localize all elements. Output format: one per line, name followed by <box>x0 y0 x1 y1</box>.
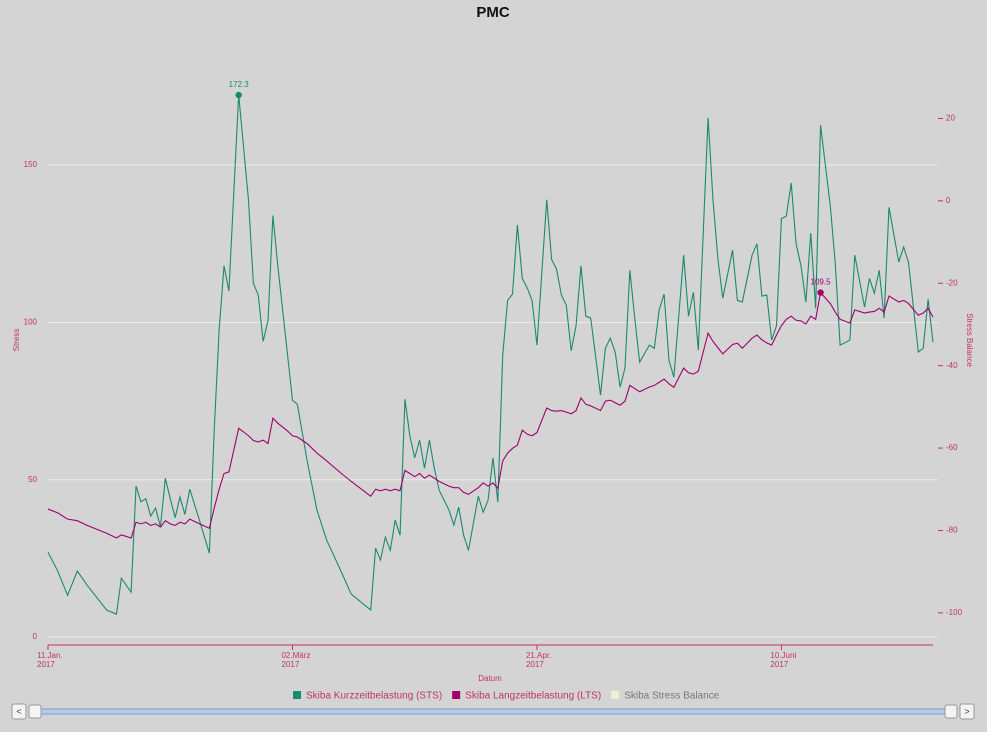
y2-tick-label: 0 <box>946 196 951 205</box>
y2-tick-label: -40 <box>946 361 958 370</box>
y2-tick-label: -60 <box>946 443 958 452</box>
legend-label[interactable]: Skiba Stress Balance <box>624 691 719 702</box>
left-handle[interactable] <box>28 704 42 719</box>
max-label: 172.3 <box>229 80 250 89</box>
y-tick-label: 100 <box>24 318 38 327</box>
scroll-track[interactable] <box>29 708 957 715</box>
max-label: 109.5 <box>811 278 832 287</box>
x-tick-label: 21.Apr. 2017 <box>526 651 551 669</box>
legend-swatch <box>452 691 461 699</box>
next-label: > <box>964 706 969 716</box>
y-axis-title: Stress <box>12 329 21 352</box>
max-marker <box>235 91 242 99</box>
y-tick-label: 0 <box>33 632 38 641</box>
prev-label: < <box>16 706 21 716</box>
x-axis-title: Datum <box>478 674 502 683</box>
series-line <box>47 94 934 615</box>
legend: Skiba Kurzzeitbelastung (STS) Skiba Langz… <box>293 691 720 702</box>
max-marker <box>817 289 824 296</box>
x-tick-label: 11.Jan. 2017 <box>37 651 63 669</box>
x-tick-label: 02.März 2017 <box>281 651 310 669</box>
x-tick-label: 10.Juni 2017 <box>770 651 796 669</box>
legend-swatch <box>611 691 620 699</box>
y2-axis-title: Stress Balance <box>965 313 974 367</box>
y2-tick-label: 20 <box>946 114 955 123</box>
y2-tick-label: -100 <box>946 608 963 617</box>
legend-swatch <box>293 691 301 699</box>
right-handle[interactable] <box>944 704 958 719</box>
prev-button[interactable] <box>11 703 27 720</box>
y2-tick-label: -80 <box>946 526 958 535</box>
navigator: < > <box>11 703 975 720</box>
legend-label[interactable]: Skiba Langzeitbelastung (LTS) <box>465 691 601 702</box>
chart-title: PMC <box>476 4 510 21</box>
y-tick-label: 150 <box>24 160 38 169</box>
next-button[interactable] <box>959 703 975 720</box>
y-tick-label: 50 <box>28 475 37 484</box>
y2-tick-label: -20 <box>946 278 958 287</box>
series-line <box>47 291 934 539</box>
legend-label[interactable]: Skiba Kurzzeitbelastung (STS) <box>306 691 442 702</box>
